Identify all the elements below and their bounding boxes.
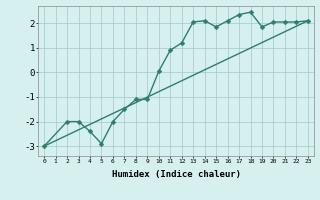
X-axis label: Humidex (Indice chaleur): Humidex (Indice chaleur) bbox=[111, 170, 241, 179]
